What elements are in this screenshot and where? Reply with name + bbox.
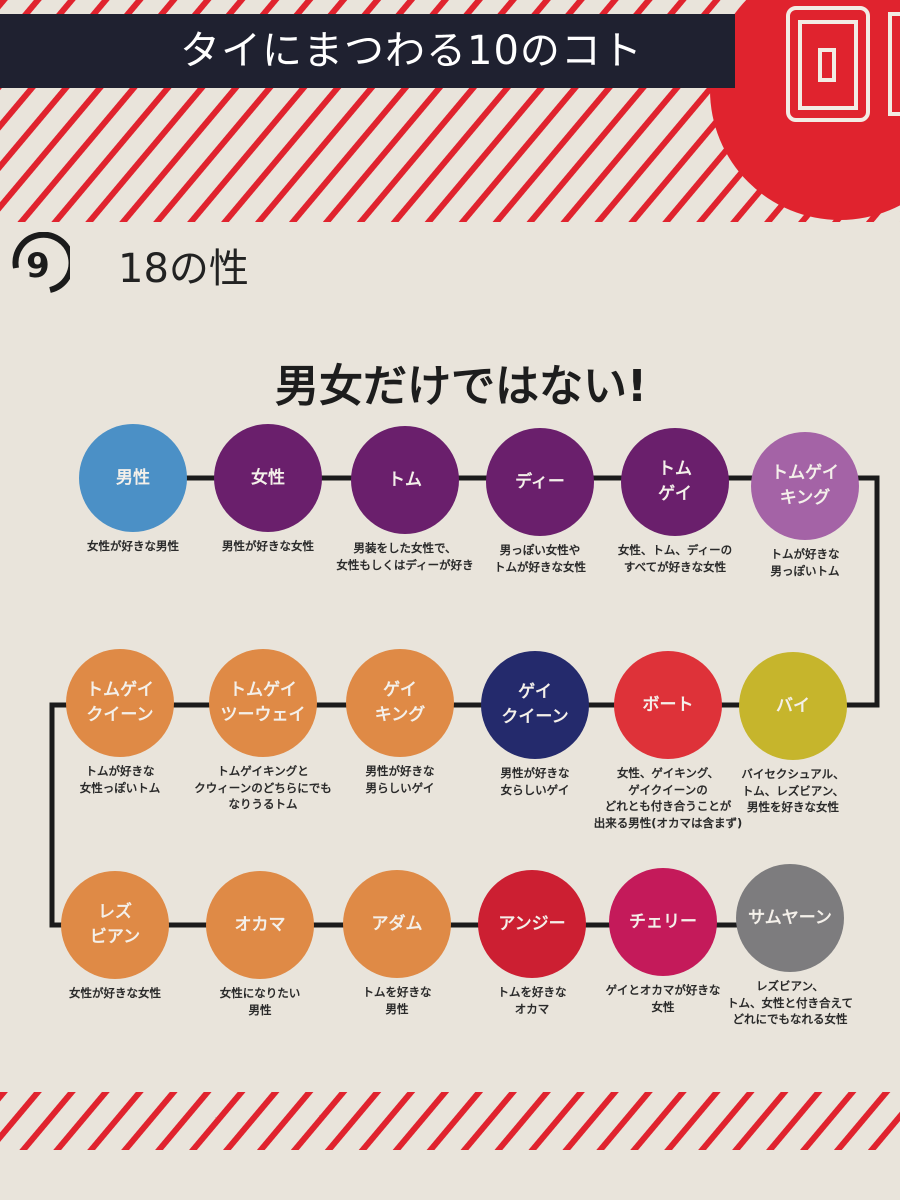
gender-description: バイセクシュアル、 トム、レズビアン、 男性を好きな女性 — [741, 767, 845, 815]
gender-description: 男性が好きな女性 — [222, 539, 314, 553]
gender-description: トムを好きな 男性 — [362, 985, 432, 1016]
section-title: 18の性 — [118, 246, 249, 292]
bottom-stripe-band — [0, 1092, 900, 1150]
gender-node: バイ — [739, 652, 847, 760]
gender-node: 男性 — [79, 424, 187, 532]
gender-node: アンジー — [478, 870, 586, 978]
gender-node: ゲイ キング — [346, 649, 454, 757]
gender-node: 女性 — [214, 424, 322, 532]
gender-node: トムゲイ ツーウェイ — [209, 649, 317, 757]
gender-node: チェリー — [609, 868, 717, 976]
gender-node: サムヤーン — [736, 864, 844, 972]
gender-description: 女性が好きな男性 — [87, 539, 179, 553]
gender-description: 女性、ゲイキング、 ゲイクイーンの どれとも付き合うことが 出来る男性(オカマは… — [593, 766, 743, 831]
gender-description: 男っぽい女性や トムが好きな女性 — [494, 543, 586, 574]
gender-node: トム ゲイ — [621, 428, 729, 536]
gender-description: トムが好きな 女性っぽいトム — [79, 764, 161, 795]
gender-description: 女性、トム、ディーの すべてが好きな女性 — [617, 543, 733, 574]
gender-description: ゲイとオカマが好きな 女性 — [605, 983, 721, 1014]
gender-node: ゲイ クイーン — [481, 651, 589, 759]
header-title: タイにまつわる10のコト — [180, 28, 643, 74]
gender-node: トム — [351, 426, 459, 534]
gender-node: トムゲイ クイーン — [66, 649, 174, 757]
gender-description: トムゲイキングと クウィーンのどちらにでも なりうるトム — [194, 764, 332, 812]
chapter-number-icon — [786, 6, 900, 122]
gender-description: トムが好きな 男っぽいトム — [770, 547, 840, 578]
gender-description: 女性になりたい 男性 — [219, 986, 301, 1017]
gender-description: 男性が好きな 男らしいゲイ — [365, 764, 435, 795]
svg-text:9: 9 — [26, 246, 50, 286]
header-banner — [0, 14, 735, 88]
headline: 男女だけではない! — [274, 361, 648, 412]
gender-node: レズ ビアン — [61, 871, 169, 979]
gender-description: レズビアン、 トム、女性と付き合えて どれにでもなれる女性 — [727, 979, 853, 1027]
gender-description: トムを好きな オカマ — [497, 985, 567, 1016]
gender-node: ディー — [486, 428, 594, 536]
gender-node: アダム — [343, 870, 451, 978]
gender-node: ボート — [614, 651, 722, 759]
gender-description: 女性が好きな女性 — [69, 986, 161, 1000]
gender-description: 男性が好きな 女らしいゲイ — [500, 766, 570, 797]
section-number-spiral-icon: 9 — [12, 232, 70, 293]
gender-node: トムゲイ キング — [751, 432, 859, 540]
gender-node: オカマ — [206, 871, 314, 979]
gender-description: 男装をした女性で、 女性もしくはディーが好き — [336, 541, 474, 572]
